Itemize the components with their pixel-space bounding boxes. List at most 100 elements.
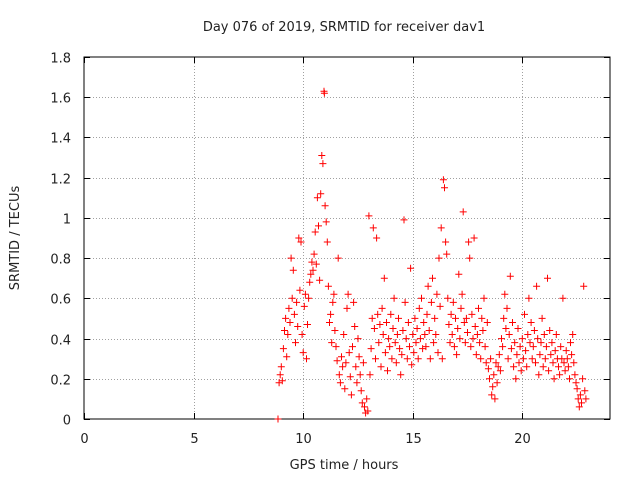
data-point: [423, 310, 431, 318]
data-point: [439, 176, 447, 184]
data-point: [333, 357, 341, 365]
data-point: [422, 343, 430, 351]
data-point: [545, 367, 553, 375]
data-point: [300, 302, 308, 310]
data-point: [399, 327, 407, 334]
chart-title: Day 076 of 2019, SRMTID for receiver dav…: [203, 20, 485, 35]
data-point: [376, 321, 384, 328]
x-tick-label: 15: [405, 432, 422, 447]
data-point: [501, 290, 509, 298]
data-point: [535, 371, 543, 379]
y-tick-label: 0.2: [50, 374, 71, 389]
data-point: [367, 345, 375, 353]
data-point: [524, 331, 532, 338]
data-point: [402, 335, 410, 343]
data-point: [411, 314, 419, 322]
data-point: [326, 319, 333, 326]
data-point: [297, 238, 305, 246]
data-point: [282, 314, 290, 322]
data-point: [342, 359, 350, 367]
data-point: [303, 355, 310, 363]
data-point: [532, 359, 539, 367]
data-point: [465, 238, 473, 246]
data-point: [462, 314, 470, 322]
data-point: [546, 327, 554, 334]
data-point: [575, 403, 583, 411]
data-point: [472, 351, 480, 359]
data-point: [368, 314, 376, 322]
data-point: [365, 212, 373, 220]
data-point: [450, 343, 458, 351]
data-point: [343, 304, 351, 312]
data-point: [393, 331, 401, 338]
data-point: [344, 290, 352, 298]
data-point: [504, 355, 512, 363]
data-point: [305, 294, 313, 302]
data-point: [386, 343, 394, 351]
data-point: [366, 371, 374, 379]
data-point: [321, 202, 329, 210]
data-point: [421, 331, 429, 338]
data-point: [408, 361, 416, 369]
data-point: [578, 399, 585, 407]
data-point: [384, 367, 391, 375]
data-point: [570, 359, 578, 367]
data-point: [409, 331, 417, 338]
data-point: [527, 319, 535, 326]
data-point: [574, 395, 582, 403]
grid-lines: [84, 57, 610, 419]
data-point: [518, 335, 526, 343]
data-point: [559, 294, 567, 302]
data-point: [530, 327, 538, 334]
data-point: [444, 294, 452, 302]
data-point: [433, 290, 441, 298]
data-point: [286, 319, 294, 326]
data-point: [449, 298, 457, 306]
data-point: [390, 294, 398, 302]
data-point: [453, 351, 461, 359]
data-point: [358, 399, 366, 407]
data-point: [459, 208, 467, 216]
data-point: [323, 238, 331, 246]
data-point: [455, 270, 463, 278]
data-point: [446, 339, 454, 347]
data-point: [529, 343, 537, 351]
data-point: [458, 290, 466, 298]
data-point: [488, 391, 496, 399]
data-point: [415, 304, 423, 312]
data-point: [477, 355, 485, 363]
data-point: [505, 331, 513, 338]
data-point: [495, 351, 503, 359]
data-point: [357, 387, 365, 395]
data-point: [576, 391, 584, 399]
data-point: [396, 345, 404, 353]
data-point: [363, 395, 371, 403]
data-point: [569, 331, 577, 338]
data-point: [560, 359, 568, 367]
data-point: [538, 314, 546, 322]
data-point: [395, 314, 402, 322]
data-point: [499, 343, 507, 351]
data-point: [566, 375, 573, 383]
data-point: [547, 351, 555, 359]
data-point: [534, 335, 542, 343]
data-point: [345, 349, 353, 357]
data-point: [464, 329, 471, 336]
data-point: [562, 347, 570, 355]
data-point: [373, 234, 381, 242]
data-point: [544, 274, 551, 282]
data-point: [484, 365, 492, 373]
data-point: [503, 304, 511, 312]
data-point: [330, 290, 338, 298]
data-point: [336, 379, 344, 387]
data-point: [480, 294, 488, 302]
data-point: [375, 339, 383, 347]
data-point: [573, 385, 581, 393]
data-point: [506, 272, 514, 280]
data-point: [563, 355, 571, 363]
data-point: [294, 323, 302, 330]
data-point: [277, 363, 285, 371]
y-tick-label: 0.4: [50, 334, 71, 349]
data-point: [478, 314, 486, 322]
data-point: [581, 387, 589, 395]
